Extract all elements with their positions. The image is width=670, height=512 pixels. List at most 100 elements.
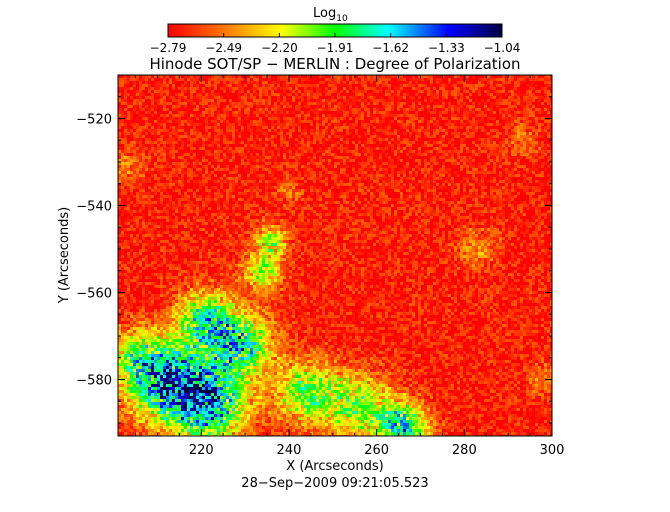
heatmap-cell [298, 114, 301, 117]
heatmap-cell [529, 114, 532, 117]
heatmap-cell [190, 129, 193, 132]
heatmap-cell [241, 174, 244, 177]
heatmap-cell [172, 102, 175, 105]
heatmap-cell [520, 111, 523, 114]
heatmap-cell [256, 75, 259, 78]
heatmap-cell [319, 75, 322, 78]
heatmap-cell [550, 99, 552, 102]
heatmap-cell [118, 96, 121, 99]
heatmap-cells [118, 75, 552, 436]
heatmap-cell [538, 168, 541, 171]
heatmap-cell [448, 147, 451, 150]
heatmap-cell [508, 105, 511, 108]
heatmap-cell [490, 99, 493, 102]
heatmap-cell [433, 138, 436, 141]
heatmap-cell [403, 147, 406, 150]
heatmap-cell [286, 147, 289, 150]
heatmap-cell [379, 78, 382, 81]
heatmap-cell [373, 126, 376, 129]
heatmap-cell [466, 114, 469, 117]
heatmap-cell [214, 138, 217, 141]
heatmap-cell [133, 138, 136, 141]
heatmap-cell [424, 162, 427, 165]
heatmap-cell [385, 114, 388, 117]
heatmap-cell [328, 159, 331, 162]
heatmap-cell [247, 174, 250, 177]
heatmap-cell [304, 168, 307, 171]
heatmap-cell [280, 132, 283, 135]
heatmap-cell [382, 93, 385, 96]
heatmap-cell [295, 138, 298, 141]
heatmap-cell [346, 174, 349, 177]
heatmap-cell [541, 78, 544, 81]
heatmap-cell [487, 138, 490, 141]
heatmap-cell [349, 123, 352, 126]
heatmap-cell [529, 117, 532, 120]
heatmap-cell [499, 111, 502, 114]
heatmap-cell [448, 75, 451, 78]
heatmap-cell [316, 159, 319, 162]
heatmap-cell [430, 75, 433, 78]
heatmap-cell [313, 111, 316, 114]
heatmap-cell [445, 165, 448, 168]
heatmap-cell [499, 117, 502, 120]
heatmap-cell [394, 102, 397, 105]
heatmap-cell [523, 90, 526, 93]
heatmap-cell [430, 129, 433, 132]
heatmap-cell [274, 87, 277, 90]
heatmap-cell [400, 162, 403, 165]
heatmap-cell [124, 162, 127, 165]
heatmap-cell [403, 120, 406, 123]
heatmap-cell [418, 120, 421, 123]
heatmap-cell [538, 108, 541, 111]
heatmap-cell [391, 114, 394, 117]
heatmap-cell [262, 93, 265, 96]
heatmap-cell [238, 132, 241, 135]
heatmap-cell [442, 96, 445, 99]
heatmap-cell [235, 90, 238, 93]
heatmap-cell [436, 150, 439, 153]
heatmap-cell [259, 129, 262, 132]
heatmap-cell [493, 144, 496, 147]
heatmap-cell [148, 165, 151, 168]
heatmap-cell [133, 81, 136, 84]
heatmap-cell [145, 165, 148, 168]
heatmap-cell [442, 174, 445, 177]
heatmap-cell [184, 114, 187, 117]
heatmap-cell [247, 177, 250, 180]
heatmap-cell [241, 123, 244, 126]
heatmap-cell [121, 90, 124, 93]
heatmap-cell [214, 117, 217, 120]
heatmap-cell [307, 132, 310, 135]
heatmap-cell [433, 117, 436, 120]
heatmap-cell [136, 78, 139, 81]
heatmap-cell [391, 150, 394, 153]
heatmap-cell [178, 153, 181, 156]
heatmap-cell [394, 141, 397, 144]
heatmap-cell [190, 96, 193, 99]
heatmap-cell [139, 144, 142, 147]
heatmap-cell [136, 150, 139, 153]
heatmap-cell [259, 153, 262, 156]
heatmap-cell [253, 132, 256, 135]
heatmap-cell [460, 111, 463, 114]
heatmap-cell [265, 135, 268, 138]
heatmap-cell [379, 141, 382, 144]
heatmap-cell [424, 144, 427, 147]
heatmap-cell [529, 78, 532, 81]
heatmap-cell [160, 144, 163, 147]
heatmap-cell [412, 111, 415, 114]
heatmap-cell [478, 162, 481, 165]
heatmap-cell [406, 171, 409, 174]
heatmap-cell [421, 120, 424, 123]
heatmap-cell [415, 135, 418, 138]
heatmap-cell [355, 117, 358, 120]
heatmap-cell [481, 114, 484, 117]
heatmap-cell [325, 87, 328, 90]
heatmap-cell [220, 174, 223, 177]
heatmap-cell [418, 135, 421, 138]
heatmap-cell [433, 150, 436, 153]
heatmap-cell [544, 147, 547, 150]
heatmap-cell [280, 99, 283, 102]
heatmap-cell [289, 156, 292, 159]
